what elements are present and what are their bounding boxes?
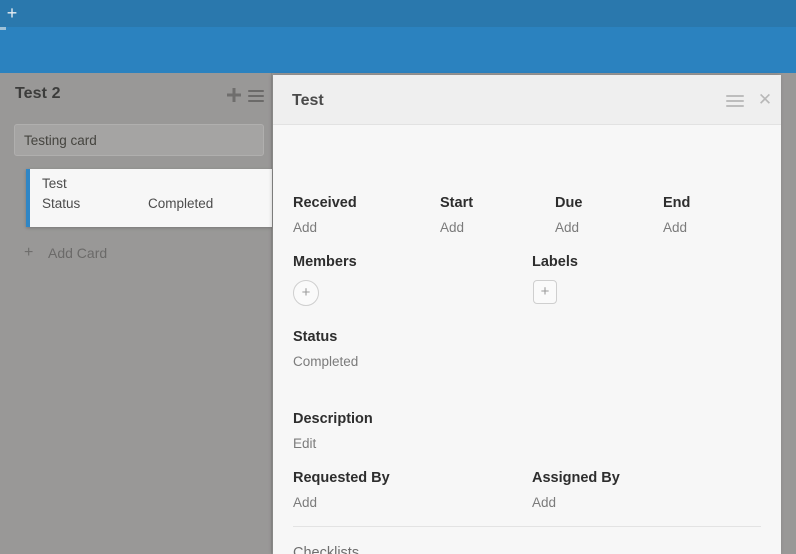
assigned-by-value[interactable]: Add [532,495,557,510]
received-label: Received [293,195,357,211]
end-label: End [663,195,691,211]
top-bar [0,0,796,27]
received-value[interactable]: Add [293,220,318,235]
hamburger-bar [726,100,744,102]
requested-by-value[interactable]: Add [293,495,318,510]
close-icon[interactable]: ✕ [757,90,773,109]
end-value[interactable]: Add [663,220,688,235]
hamburger-bar [248,95,264,97]
hamburger-bar [726,95,744,97]
section-divider [293,526,761,527]
description-edit-link[interactable]: Edit [293,436,317,451]
requested-by-label: Requested By [293,470,390,486]
add-member-button[interactable]: + [293,280,319,306]
card-detail-header [273,75,781,125]
add-label-button[interactable]: + [533,280,557,304]
labels-label: Labels [532,254,578,270]
list-menu-icon[interactable] [248,90,264,102]
board-header-bar [0,27,796,73]
card-title: Test [42,176,67,191]
list-search-input[interactable] [14,124,264,156]
list-column: Test 2 Test Status Completed + Add Card [0,73,272,554]
status-value[interactable]: Completed [293,354,359,369]
start-label: Start [440,195,474,211]
plus-icon: + [24,244,34,261]
assigned-by-label: Assigned By [532,470,620,486]
start-value[interactable]: Add [440,220,465,235]
card-detail-panel: Test ✕ Received Add Start Add Due Add En… [273,75,781,554]
hamburger-bar [248,90,264,92]
status-label: Status [293,329,338,345]
hamburger-bar [726,105,744,107]
description-label: Description [293,411,373,427]
due-label: Due [555,195,583,211]
members-label: Members [293,254,357,270]
card-detail-title: Test [292,92,324,109]
list-add-card-icon[interactable] [226,86,242,104]
card-detail-body: Received Add Start Add Due Add End Add M… [273,125,781,554]
list-card[interactable]: Test Status Completed [26,169,272,227]
list-header: Test 2 [0,73,272,117]
card-status-value: Completed [148,196,214,211]
add-card-label: Add Card [48,245,108,261]
card-status-label: Status [42,196,81,211]
due-value[interactable]: Add [555,220,580,235]
topbar-seam [0,27,6,30]
hamburger-bar [248,100,264,102]
list-title: Test 2 [15,85,61,102]
checklists-label: Checklists [293,545,360,554]
add-card-button[interactable]: + Add Card [24,243,107,263]
topbar-add-icon[interactable]: + [6,3,18,23]
card-detail-menu-icon[interactable] [726,95,744,108]
